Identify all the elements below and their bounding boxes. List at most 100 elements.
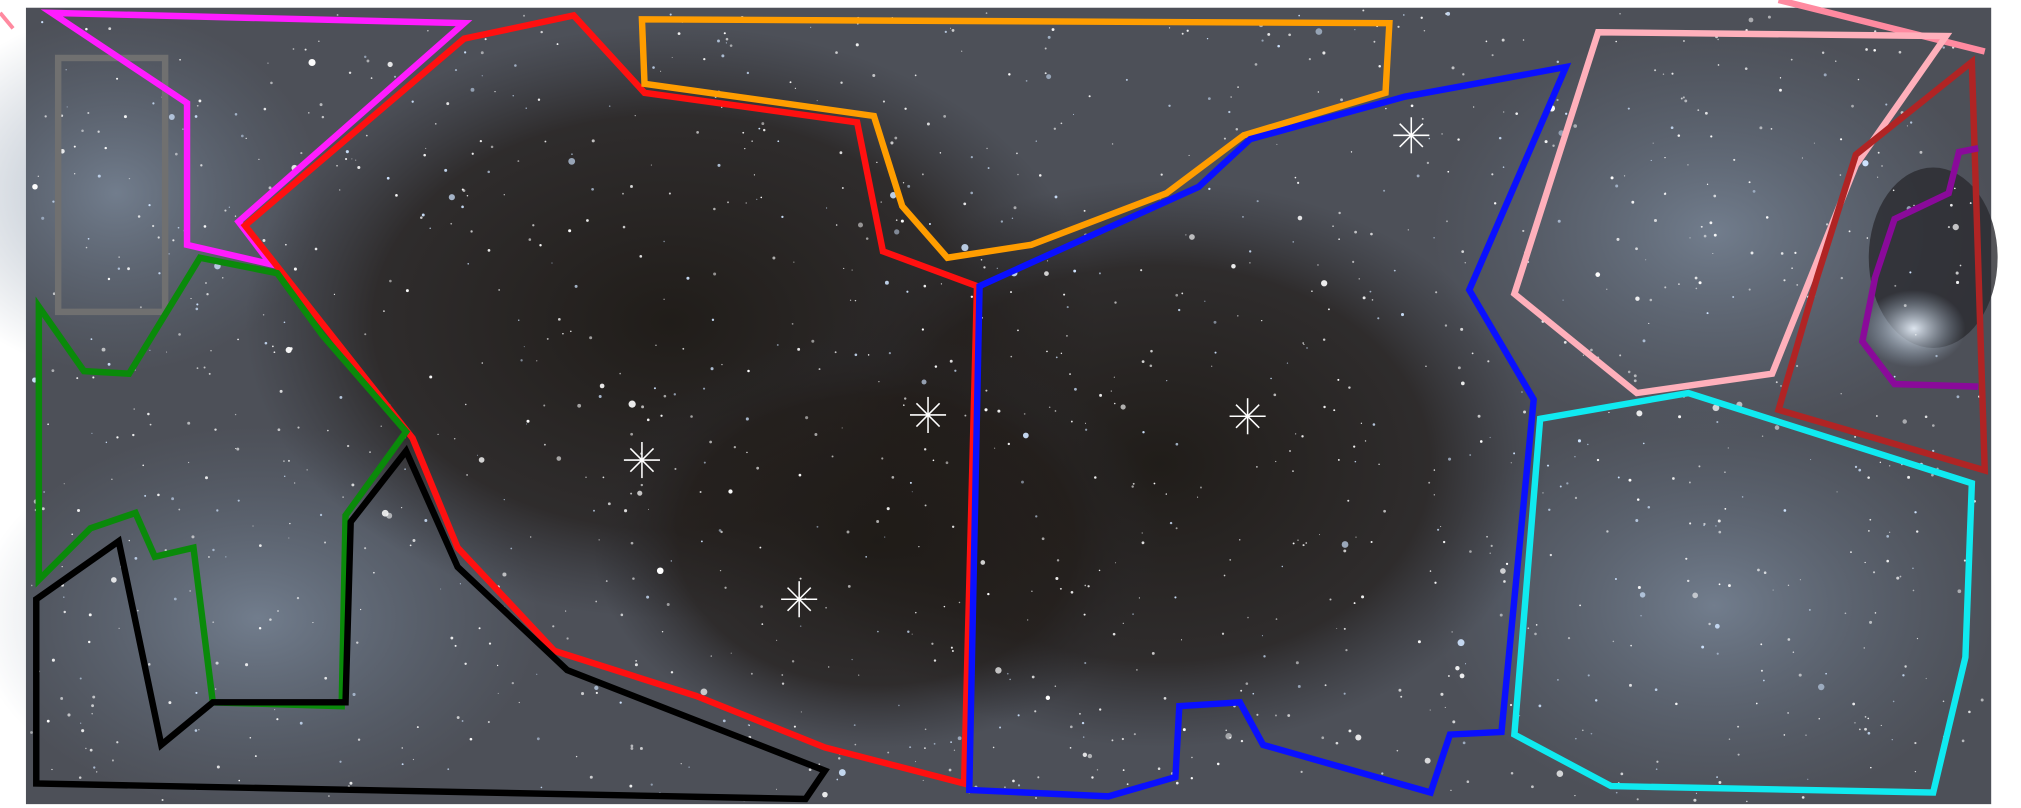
star [1654, 69, 1657, 72]
star [1574, 456, 1576, 458]
star [456, 716, 460, 719]
star [208, 556, 210, 558]
star [191, 535, 195, 539]
star [346, 444, 350, 448]
star [1956, 280, 1960, 285]
star [1295, 661, 1299, 665]
star [964, 414, 967, 417]
star [364, 547, 367, 550]
star [1151, 651, 1155, 655]
star [763, 128, 766, 132]
star [339, 760, 342, 763]
star [1635, 519, 1639, 522]
star [1765, 216, 1769, 219]
star [1211, 365, 1213, 367]
star [1709, 221, 1713, 225]
star [1762, 679, 1765, 682]
star [487, 170, 490, 174]
star [1311, 290, 1313, 293]
star [1229, 736, 1232, 739]
star [1276, 143, 1278, 146]
star [835, 51, 838, 54]
star [409, 544, 412, 547]
star [1864, 727, 1867, 731]
star [1727, 447, 1729, 449]
star [1141, 532, 1143, 534]
star [1206, 38, 1209, 40]
star [216, 509, 219, 512]
star [1714, 623, 1720, 629]
star [389, 279, 392, 283]
star [700, 540, 703, 543]
star [1084, 661, 1087, 665]
star [663, 240, 665, 243]
star [933, 659, 937, 662]
star [93, 766, 96, 769]
star [471, 152, 474, 155]
star [1552, 144, 1555, 147]
star [1354, 230, 1357, 234]
star [1968, 710, 1971, 714]
star [1858, 728, 1861, 731]
star [1724, 507, 1727, 510]
star [1662, 73, 1665, 75]
star [1728, 584, 1731, 587]
star [1717, 519, 1721, 523]
star [117, 267, 121, 270]
star [760, 605, 764, 608]
star [1486, 535, 1488, 538]
star [502, 572, 507, 577]
star [776, 344, 779, 346]
star [469, 737, 473, 741]
star [951, 525, 955, 529]
star [470, 230, 473, 233]
star [245, 137, 247, 140]
star [215, 661, 219, 665]
star [1645, 259, 1647, 261]
star [237, 499, 240, 502]
star [134, 556, 138, 560]
star [951, 29, 955, 32]
star [116, 436, 119, 439]
star [194, 729, 198, 732]
star [240, 134, 244, 138]
region-outline [1774, 55, 1989, 475]
star [1017, 784, 1021, 787]
star [1791, 267, 1793, 269]
star [1654, 688, 1658, 692]
star [1407, 229, 1409, 231]
star [1969, 202, 1972, 205]
star [1916, 530, 1919, 533]
star [1760, 643, 1763, 646]
star [30, 584, 33, 587]
star [867, 354, 870, 356]
star [1087, 753, 1093, 759]
star [1165, 493, 1167, 495]
star [1761, 435, 1764, 437]
star [345, 150, 349, 154]
star [401, 763, 404, 766]
star [1821, 51, 1825, 54]
star [1305, 542, 1308, 544]
star [622, 225, 626, 229]
star [620, 613, 624, 617]
star [1275, 618, 1278, 620]
star [1698, 281, 1702, 285]
star [1317, 91, 1320, 93]
star [854, 353, 858, 357]
star [1189, 234, 1195, 240]
star [1718, 781, 1722, 784]
star [1315, 28, 1323, 35]
star [63, 483, 65, 485]
star [907, 184, 911, 188]
star [1808, 608, 1811, 611]
star [1153, 482, 1156, 485]
star [1163, 696, 1167, 700]
star [196, 104, 199, 107]
star [1755, 702, 1758, 705]
star [1462, 73, 1465, 76]
star [680, 762, 682, 765]
star [781, 215, 784, 219]
star [386, 176, 390, 180]
star [1498, 136, 1502, 140]
